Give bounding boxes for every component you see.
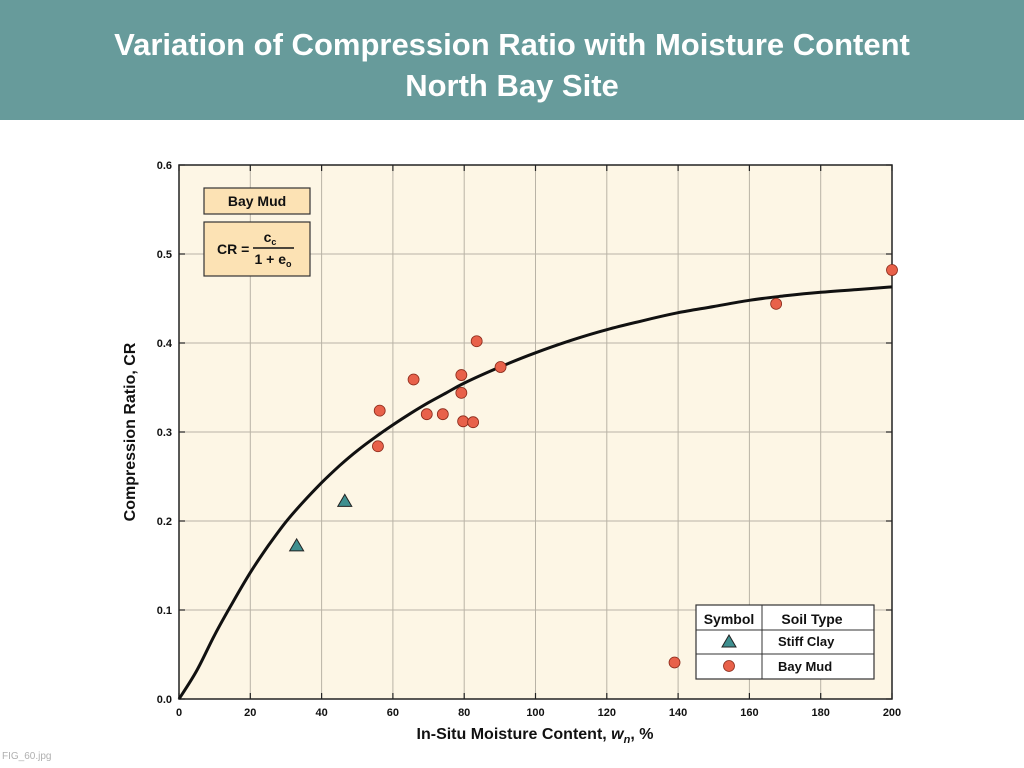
title-banner: Variation of Compression Ratio with Mois… <box>0 0 1024 120</box>
legend-stiff-clay-label: Stiff Clay <box>778 634 835 649</box>
y-tick-labels: 0.0 0.1 0.2 0.3 0.4 0.5 0.6 <box>157 160 173 706</box>
x-tick-label: 180 <box>812 707 830 719</box>
formula-num-sub: c <box>271 237 276 247</box>
formula-den-sub: o <box>286 259 292 269</box>
stiff-clay-point <box>336 493 353 507</box>
x-axis-label-sub: n <box>624 734 631 746</box>
y-tick-label: 0.5 <box>157 249 172 261</box>
formula-num-main: c <box>264 229 272 245</box>
image-caption: FIG_60.jpg <box>2 751 52 762</box>
bay-mud-point <box>436 408 449 421</box>
x-tick-label: 0 <box>176 707 182 719</box>
bay-mud-point <box>455 369 468 381</box>
soil-label-text: Bay Mud <box>228 193 286 209</box>
x-tick-label: 140 <box>669 707 687 719</box>
page-subtitle: North Bay Site <box>405 68 619 103</box>
data-points <box>288 264 898 669</box>
x-tick-labels: 0 20 40 60 80 100 120 140 160 180 200 <box>176 707 901 719</box>
formula-lhs: CR = <box>217 241 249 257</box>
x-tick-label: 60 <box>387 707 399 719</box>
bay-mud-point <box>668 656 681 669</box>
bay-mud-point <box>373 404 386 417</box>
x-axis-label-main: In-Situ Moisture Content, <box>417 726 612 743</box>
formula-numerator: cc <box>264 229 277 247</box>
page-title: Variation of Compression Ratio with Mois… <box>114 27 910 62</box>
x-tick-label: 160 <box>740 707 758 719</box>
bay-mud-point <box>455 386 468 399</box>
y-tick-label: 0.2 <box>157 516 172 528</box>
x-tick-label: 20 <box>244 707 256 719</box>
legend-header-symbol: Symbol <box>704 611 755 627</box>
bay-mud-point <box>467 416 480 429</box>
bay-mud-point <box>372 440 384 453</box>
legend: Symbol Soil Type Stiff Clay Bay Mud <box>695 604 875 680</box>
formula-denominator: 1 + eo <box>254 251 292 269</box>
bay-mud-point <box>886 264 898 276</box>
y-axis-label: Compression Ratio, CR <box>122 342 139 521</box>
y-tick-label: 0.0 <box>157 694 172 706</box>
bay-mud-point <box>420 408 433 421</box>
x-tick-label: 120 <box>598 707 616 719</box>
legend-circle-icon <box>723 660 735 672</box>
y-tick-label: 0.6 <box>157 160 172 172</box>
legend-header-type: Soil Type <box>781 611 842 627</box>
formula-box <box>203 221 311 277</box>
x-tick-label: 40 <box>315 707 327 719</box>
legend-triangle-icon <box>721 634 737 648</box>
x-tick-label: 200 <box>883 707 901 719</box>
x-axis-label-symbol: w <box>611 726 625 743</box>
legend-bay-mud-label: Bay Mud <box>778 659 832 674</box>
bay-mud-point <box>407 373 420 386</box>
plot-frame <box>178 164 893 700</box>
stiff-clay-point <box>288 537 305 552</box>
formula-den-main: 1 + e <box>254 251 286 267</box>
x-tick-label: 80 <box>458 707 470 719</box>
x-axis-label-end: , % <box>630 726 653 743</box>
soil-label-box <box>203 187 311 215</box>
bay-mud-point <box>770 297 783 310</box>
x-axis-label: In-Situ Moisture Content, wn, % <box>417 726 654 746</box>
y-tick-label: 0.3 <box>157 427 172 439</box>
y-tick-label: 0.1 <box>157 605 172 617</box>
bay-mud-point <box>457 415 470 428</box>
bay-mud-point <box>470 335 483 348</box>
trend-curve <box>177 285 893 700</box>
x-tick-label: 100 <box>526 707 544 719</box>
bay-mud-point <box>494 361 507 373</box>
y-tick-label: 0.4 <box>157 338 173 350</box>
